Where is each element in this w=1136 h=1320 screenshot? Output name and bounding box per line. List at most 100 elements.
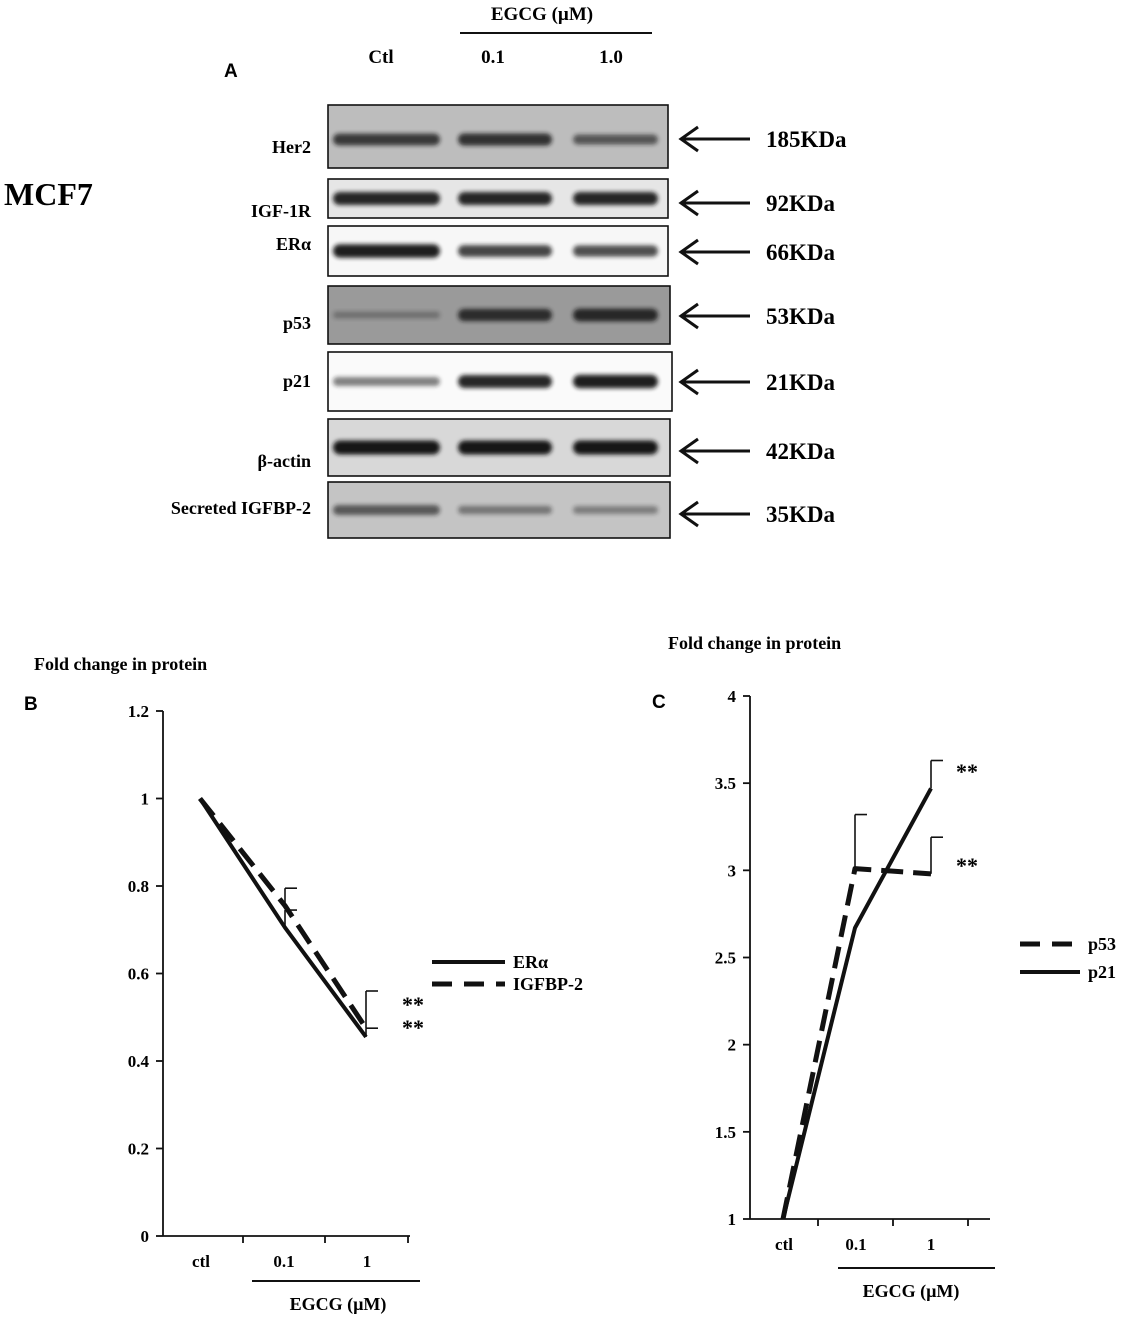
arrow-head-secreted-igfbp-2 (678, 500, 699, 528)
arrow-head-igf-1r (678, 189, 699, 217)
panel-b-ylabel: Fold change in protein (34, 654, 207, 674)
panel-b-significance-mark: ** (402, 992, 424, 1017)
panel-c-plot: 1 1.5 2 2.5 3 3.5 4 ctl 0.1 1 p53 p21 ** ** (715, 687, 1116, 1254)
panel-b-x-tick-label: ctl (192, 1252, 210, 1271)
panel-c-chart: C Fold change in protein 1 1.5 2 2.5 3 3.5 4 ct… (652, 633, 1116, 1302)
panel-b-y-tick-label: 0 (141, 1227, 150, 1246)
panel-c-y-tick-label: 4 (728, 687, 737, 706)
arrow-head-er (678, 238, 699, 266)
size-label-secreted-igfbp-2: 35KDa (766, 502, 836, 527)
cell-line-label: MCF7 (4, 176, 93, 212)
panel-a-western-blot: A MCF7 EGCG (µM) Ctl 0.1 1.0 Her2 185KDa IGF… (4, 4, 847, 539)
panel-c-x-tick-label: ctl (775, 1235, 793, 1254)
protein-label-actin: β-actin (258, 451, 311, 471)
lane-label-1-0: 1.0 (599, 47, 623, 68)
band-her2-1-0 (573, 134, 658, 145)
protein-label-igf-1r: IGF-1R (251, 201, 312, 221)
size-label-actin: 42KDa (766, 439, 836, 464)
size-label-er: 66KDa (766, 240, 836, 265)
band-secreted-igfbp-2-ctl (333, 505, 440, 515)
panel-b-xlabel: EGCG (µM) (290, 1294, 387, 1315)
band-igf-1r-0-1 (458, 191, 552, 206)
panel-b-y-tick-label: 0.8 (128, 877, 149, 896)
panel-b-legend-label-er: ERα (513, 952, 548, 972)
blot-secreted-igfbp-2: Secreted IGFBP-2 35KDa (171, 481, 836, 539)
band-p21-ctl (333, 376, 440, 387)
panel-b-x-tick-label: 0.1 (273, 1252, 294, 1271)
panel-c-y-tick-label: 3 (728, 861, 737, 880)
panel-c-y-tick-label: 2.5 (715, 949, 736, 968)
blot-actin: β-actin 42KDa (258, 418, 836, 477)
band-p53-ctl (333, 311, 440, 319)
panel-b-line-igfbp-2 (198, 796, 369, 1030)
band-er-ctl (333, 244, 440, 258)
panel-b-chart: B Fold change in protein 0 0.2 0.4 0.6 0.8 1 1… (24, 654, 583, 1315)
band-actin-1-0 (573, 440, 658, 455)
panel-b-letter: B (24, 694, 38, 715)
panel-c-y-tick-label: 1.5 (715, 1123, 736, 1142)
panel-b-y-tick-label: 1.2 (128, 702, 149, 721)
lane-label-ctl: Ctl (368, 47, 393, 68)
protein-label-er: ERα (276, 234, 311, 254)
panel-c-significance-mark: ** (956, 759, 978, 784)
panel-c-xlabel: EGCG (µM) (863, 1281, 960, 1302)
protein-label-p21: p21 (283, 371, 311, 391)
band-p53-1-0 (573, 308, 658, 322)
band-actin-0-1 (458, 440, 552, 455)
panel-c-y-tick-label: 3.5 (715, 774, 736, 793)
panel-b-y-tick-label: 0.6 (128, 965, 149, 984)
protein-label-p53: p53 (283, 313, 311, 333)
panel-b-legend-label-igfbp-2: IGFBP-2 (513, 974, 583, 994)
panel-b-line-er (198, 797, 368, 1039)
blot-p53: p53 53KDa (283, 285, 836, 345)
lane-labels: Ctl 0.1 1.0 (368, 47, 623, 68)
panel-c-x-tick-label: 1 (927, 1235, 936, 1254)
band-secreted-igfbp-2-0-1 (458, 505, 552, 515)
band-er-1-0 (573, 245, 658, 257)
arrow-head-p21 (678, 368, 699, 396)
band-secreted-igfbp-2-1-0 (573, 506, 658, 514)
panel-b-y-tick-label: 0.2 (128, 1140, 149, 1159)
panel-b-significance-mark: ** (402, 1015, 424, 1040)
panel-c-legend-label-p21: p21 (1088, 962, 1116, 982)
panel-c-y-tick-label: 2 (728, 1036, 737, 1055)
band-her2-ctl (333, 133, 440, 146)
panel-c-legend-label-p53: p53 (1088, 934, 1116, 954)
band-p21-1-0 (573, 374, 658, 389)
protein-label-secreted-igfbp-2: Secreted IGFBP-2 (171, 498, 311, 518)
size-label-p21: 21KDa (766, 370, 836, 395)
size-label-p53: 53KDa (766, 304, 836, 329)
blot-her2: Her2 185KDa (272, 104, 847, 169)
panel-b-y-tick-label: 1 (141, 790, 150, 809)
band-p53-0-1 (458, 308, 552, 322)
band-her2-0-1 (458, 133, 552, 146)
panel-b-x-tick-label: 1 (363, 1252, 372, 1271)
band-igf-1r-1-0 (573, 191, 658, 206)
blot-igf-1r: IGF-1R 92KDa (251, 178, 836, 221)
panel-c-y-tick-label: 1 (728, 1210, 737, 1229)
panel-c-letter: C (652, 692, 666, 713)
panel-c-line-p21 (781, 787, 933, 1220)
panel-a-letter: A (224, 61, 238, 82)
arrow-head-actin (678, 437, 699, 465)
band-p21-0-1 (458, 374, 552, 389)
panel-b-y-tick-label: 0.4 (128, 1052, 150, 1071)
protein-label-her2: Her2 (272, 137, 311, 157)
arrow-head-her2 (678, 125, 699, 153)
arrow-head-p53 (678, 302, 699, 330)
band-igf-1r-ctl (333, 191, 440, 206)
panel-c-ylabel: Fold change in protein (668, 633, 841, 653)
blot-er: ERα 66KDa (276, 225, 836, 277)
treatment-label: EGCG (µM) (491, 4, 593, 25)
band-actin-ctl (333, 440, 440, 455)
blot-p21: p21 21KDa (283, 351, 836, 412)
panel-c-x-tick-label: 0.1 (845, 1235, 866, 1254)
size-label-her2: 185KDa (766, 127, 847, 152)
lane-label-0-1: 0.1 (481, 47, 505, 68)
blot-strips: Her2 185KDa IGF-1R 92KDa ERα 66KDa p53 53KDa p21… (171, 104, 847, 539)
band-er-0-1 (458, 245, 552, 257)
panel-c-significance-mark: ** (956, 853, 978, 878)
size-label-igf-1r: 92KDa (766, 191, 836, 216)
